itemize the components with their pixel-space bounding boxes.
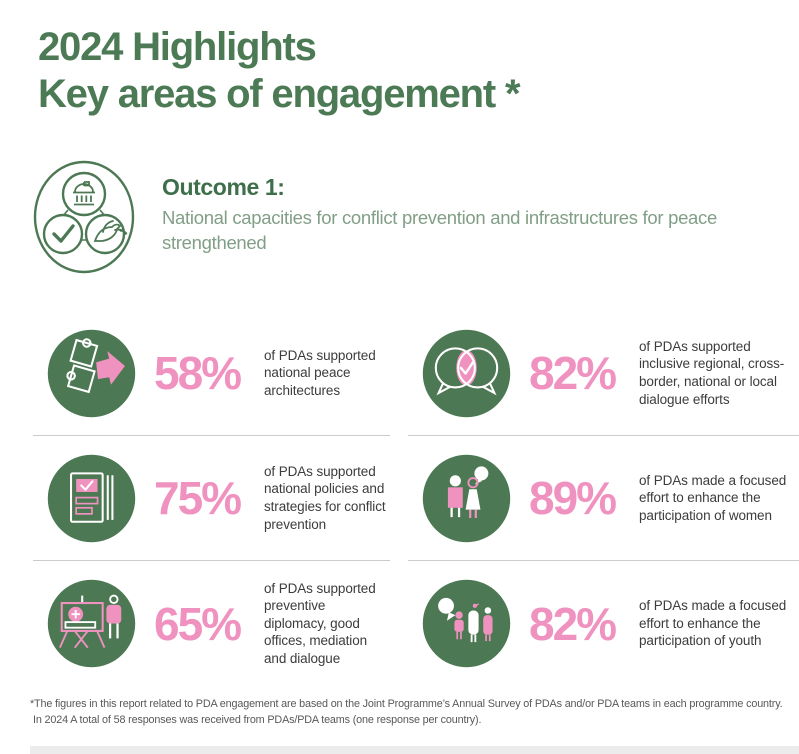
stat-national-policies: 75% of PDAs supported national policies …	[33, 436, 390, 561]
stat-value: 75%	[154, 472, 242, 524]
stats-grid: 58% of PDAs supported national peace arc…	[33, 311, 799, 686]
dialogue-bubbles-icon	[422, 329, 511, 417]
stat-value: 58%	[154, 347, 242, 399]
stat-value: 82%	[529, 347, 617, 399]
peace-dove-icon	[93, 220, 128, 242]
page-bottom-strip	[30, 746, 799, 754]
stat-national-peace-architectures: 58% of PDAs supported national peace arc…	[33, 311, 390, 436]
stat-description: of PDAs supported national peace archite…	[264, 347, 376, 398]
page-title-line2: Key areas of engagement *	[38, 71, 521, 116]
stat-description: of PDAs supported inclusive regional, cr…	[639, 338, 785, 407]
policy-document-icon	[47, 454, 136, 542]
stat-participation-of-youth: 82% of PDAs made a focused effort to enh…	[408, 561, 799, 686]
page-title: 2024 Highlights Key areas of engagement …	[38, 24, 521, 118]
stat-value: 82%	[529, 597, 617, 650]
stat-description: of PDAs supported national policies and …	[264, 463, 386, 532]
mediation-presentation-icon	[47, 579, 136, 668]
outcome-description: National capacities for conflict prevent…	[162, 207, 717, 253]
puzzle-piece-icon	[47, 329, 136, 417]
stat-value: 89%	[529, 472, 617, 524]
stat-dialogue-efforts: 82% of PDAs supported inclusive regional…	[408, 311, 799, 436]
stat-description: of PDAs made a focused effort to enhance…	[639, 598, 787, 649]
footnote-line2: In 2024 A total of 58 responses was rece…	[33, 714, 482, 727]
government-building-icon	[73, 181, 95, 206]
footnote: *The figures in this report related to P…	[30, 696, 792, 728]
youth-participation-icon	[422, 579, 511, 668]
outcome-heading: Outcome 1:	[162, 174, 285, 200]
outcome-text: Outcome 1: National capacities for confl…	[162, 158, 762, 256]
checkmark-icon	[52, 224, 75, 243]
outcome-section: Outcome 1: National capacities for confl…	[32, 158, 762, 276]
women-participation-icon	[422, 454, 511, 542]
stat-description: of PDAs made a focused effort to enhance…	[639, 472, 787, 523]
pink-puzzle-arrow	[96, 350, 125, 385]
stat-description: of PDAs supported preventive diplomacy, …	[264, 580, 376, 666]
stat-participation-of-women: 89% of PDAs made a focused effort to enh…	[408, 436, 799, 561]
stat-preventive-diplomacy: 65% of PDAs supported preventive diploma…	[33, 561, 390, 686]
stat-value: 65%	[154, 597, 242, 650]
outcome1-badge-icon	[33, 160, 135, 274]
footnote-line1: *The figures in this report related to P…	[30, 698, 783, 710]
page-title-line1: 2024 Highlights	[38, 25, 317, 69]
